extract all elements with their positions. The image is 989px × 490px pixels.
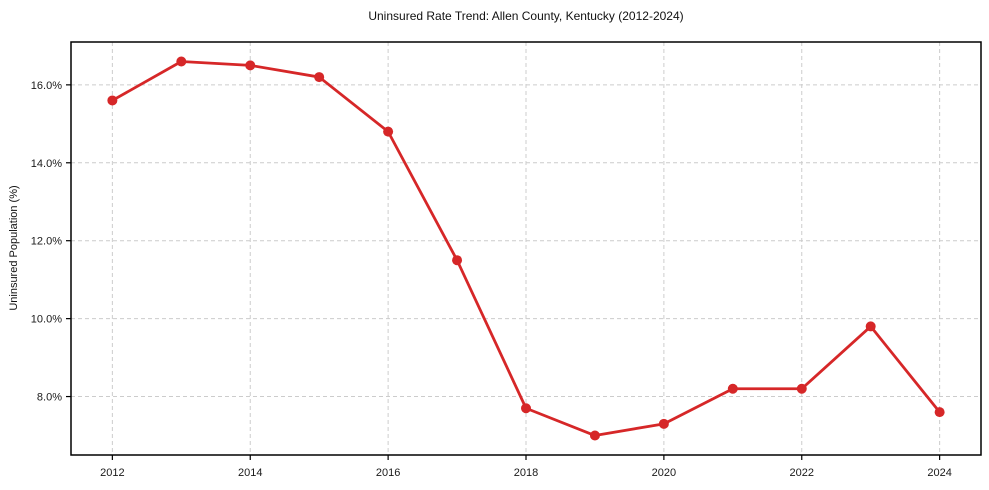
x-tick-label: 2022: [790, 467, 814, 479]
x-tick-label: 2016: [376, 467, 400, 479]
data-point-2016: [383, 126, 394, 137]
chart-title: Uninsured Rate Trend: Allen County, Kent…: [368, 9, 684, 23]
x-tick-label: 2012: [100, 467, 124, 479]
data-point-2018: [521, 403, 531, 414]
data-point-2012: [107, 95, 118, 106]
y-axis-label: Uninsured Population (%): [8, 185, 20, 311]
data-point-2023: [865, 321, 876, 332]
y-tick-label: 8.0%: [37, 392, 62, 404]
data-point-2015: [314, 72, 325, 83]
data-point-2024: [934, 407, 945, 418]
x-tick-label: 2024: [927, 467, 951, 479]
x-tick-label: 2020: [652, 467, 676, 479]
data-point-2020: [658, 418, 669, 429]
data-point-2019: [589, 430, 600, 441]
data-point-2021: [727, 383, 738, 394]
y-tick-label: 12.0%: [31, 236, 62, 248]
data-point-2017: [452, 255, 463, 266]
x-tick-label: 2018: [514, 467, 538, 479]
y-tick-label: 14.0%: [31, 158, 62, 170]
data-point-2014: [245, 60, 256, 71]
data-point-2013: [176, 56, 187, 67]
x-tick-label: 2014: [238, 467, 262, 479]
data-point-2022: [796, 383, 807, 394]
y-tick-label: 10.0%: [31, 314, 62, 326]
y-tick-label: 16.0%: [31, 80, 62, 92]
